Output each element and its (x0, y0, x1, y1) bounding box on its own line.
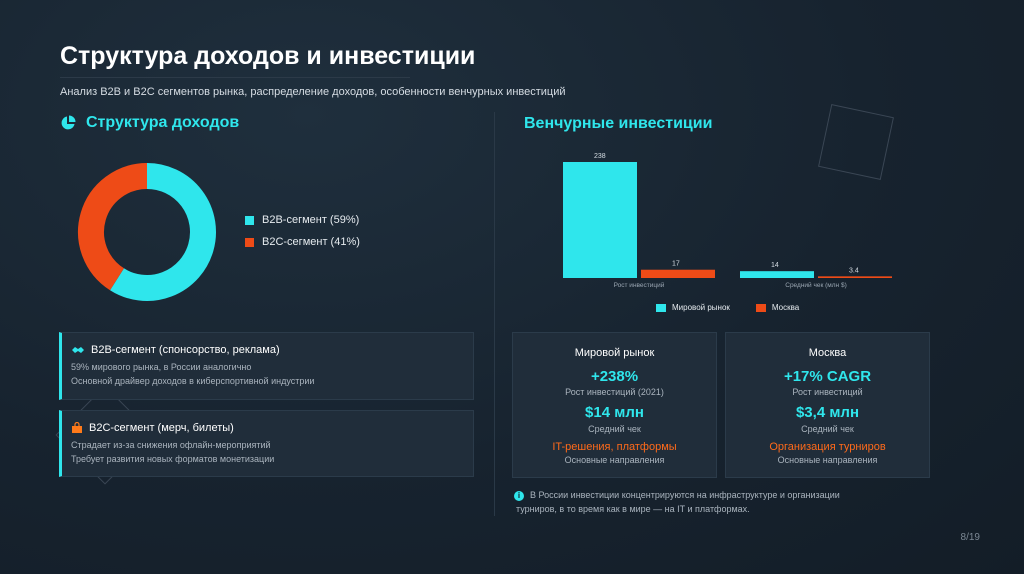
moscow-check-value: $3,4 млн (795, 404, 860, 421)
legend-item-b2c: B2C-сегмент (41%) (245, 236, 360, 248)
bar-value-label-world-0: 238 (594, 153, 606, 160)
legend-swatch-b2c (245, 237, 254, 247)
moscow-check-label: Средний чек (801, 424, 854, 434)
bar-legend-swatch-world (656, 303, 666, 312)
info-note-line-1: i В России инвестиции концентрируются на … (514, 488, 924, 502)
legend-item-b2b: B2B-сегмент (59%) (245, 214, 360, 226)
b2c-card-title-row: B2C-сегмент (мерч, билеты) (71, 422, 473, 434)
info-note-text-2: турниров, в то время как в мире — на IT … (516, 504, 750, 514)
moscow-card: Москва +17% CAGR Рост инвестиций $3,4 мл… (725, 332, 930, 478)
legend-label-b2c: B2C-сегмент (41%) (262, 236, 360, 248)
page-number: 8/19 (960, 532, 980, 543)
legend-swatch-b2b (245, 215, 254, 225)
donut-slice-b2b (110, 163, 216, 301)
moscow-growth-label: Рост инвестиций (792, 387, 863, 397)
moscow-growth-value: +17% CAGR (783, 368, 872, 385)
bar-legend-label-world: Мировой рынок (672, 303, 730, 312)
b2c-card-title: B2C-сегмент (мерч, билеты) (89, 422, 234, 434)
moscow-direction-label: Основные направления (777, 455, 878, 465)
world-growth-label: Рост инвестиций (2021) (565, 387, 664, 397)
bar-category-label-1: Средний чек (млн $) (785, 281, 846, 289)
bar-value-label-moscow-0: 17 (672, 261, 680, 268)
page-title: Структура доходов и инвестиции (60, 42, 476, 70)
b2b-card-title: B2B-сегмент (спонсорство, реклама) (91, 344, 280, 356)
revenue-donut-chart (78, 163, 216, 301)
section-divider (494, 112, 495, 516)
revenue-heading: Структура доходов (86, 114, 240, 131)
moscow-card-title: Москва (808, 347, 847, 359)
world-check-value: $14 млн (585, 404, 644, 421)
bar-category-label-0: Рост инвестиций (614, 281, 665, 289)
world-market-card: Мировой рынок +238% Рост инвестиций (202… (512, 332, 717, 478)
venture-heading: Венчурные инвестиции (524, 115, 713, 132)
info-note-text-1: В России инвестиции концентрируются на и… (530, 490, 840, 500)
b2b-card: B2B-сегмент (спонсорство, реклама) 59% м… (59, 332, 474, 400)
info-note: i В России инвестиции концентрируются на … (514, 488, 924, 516)
title-divider (60, 77, 410, 78)
world-direction-value: IT-решения, платформы (552, 441, 677, 453)
bar-moscow-1 (818, 276, 892, 278)
b2c-card-line-1: Страдает из-за снижения офлайн-мероприят… (71, 440, 271, 450)
page-subtitle: Анализ B2B и B2C сегментов рынка, распре… (60, 86, 566, 98)
legend-label-b2b: B2B-сегмент (59%) (262, 214, 360, 226)
handshake-icon (72, 347, 84, 353)
world-growth-value: +238% (590, 368, 639, 385)
b2b-card-line-1: 59% мирового рынка, в России аналогично (71, 362, 252, 372)
bar-value-label-world-1: 14 (771, 262, 779, 269)
b2b-card-title-row: B2B-сегмент (спонсорство, реклама) (71, 344, 473, 356)
bar-world-0 (563, 162, 637, 278)
bar-world-1 (740, 271, 814, 278)
world-card-title: Мировой рынок (574, 347, 655, 359)
shopping-bag-icon (72, 422, 82, 433)
bar-legend: Мировой рынок Москва (656, 303, 799, 312)
b2c-card: B2C-сегмент (мерч, билеты) Страдает из-з… (59, 410, 474, 477)
bar-moscow-0 (641, 269, 715, 278)
world-direction-label: Основные направления (564, 455, 665, 465)
bar-legend-item-moscow: Москва (755, 303, 800, 312)
donut-legend: B2B-сегмент (59%) B2C-сегмент (41%) (245, 214, 360, 248)
bar-value-label-moscow-1: 3.4 (849, 267, 859, 274)
revenue-section-header: Структура доходов (60, 114, 239, 132)
bar-legend-label-moscow: Москва (771, 303, 800, 312)
pie-chart-icon (61, 115, 76, 130)
bar-legend-swatch-moscow (755, 303, 766, 312)
moscow-direction-value: Организация турниров (769, 441, 886, 453)
info-icon: i (514, 490, 524, 501)
world-check-label: Средний чек (588, 424, 641, 434)
b2b-card-line-2: Основной драйвер доходов в киберспортивн… (71, 376, 315, 386)
b2c-card-line-2: Требует развития новых форматов монетиза… (71, 454, 275, 464)
bar-legend-item-world: Мировой рынок (656, 303, 730, 312)
donut-slice-b2c (78, 163, 148, 291)
